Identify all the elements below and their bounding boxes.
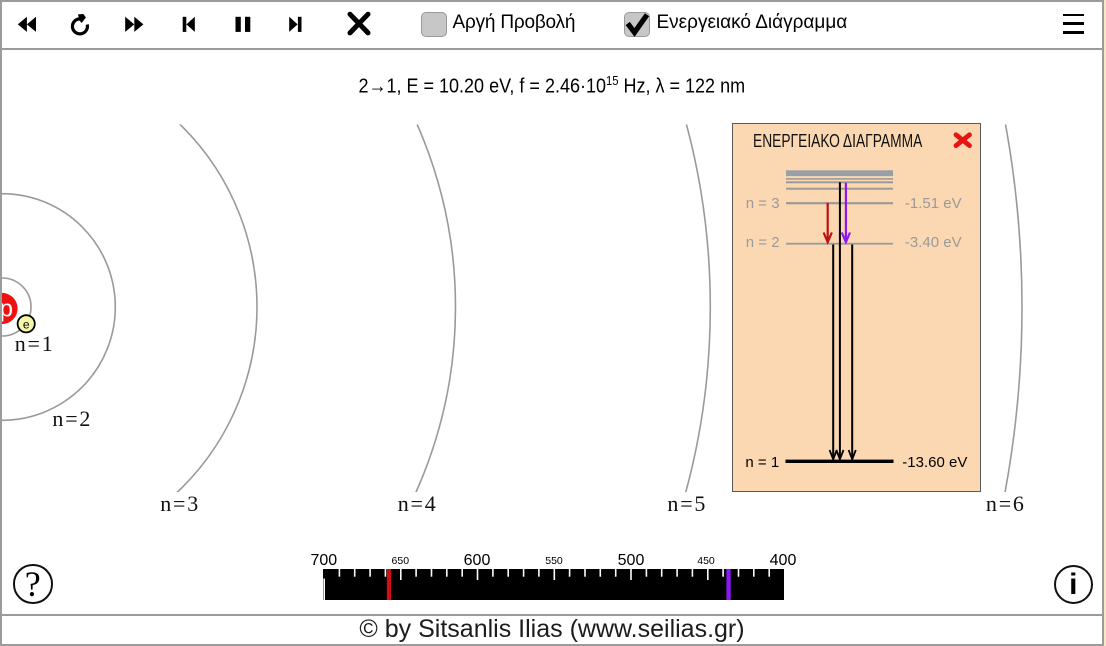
svg-text:e: e <box>23 318 30 332</box>
svg-text:p: p <box>0 296 13 323</box>
